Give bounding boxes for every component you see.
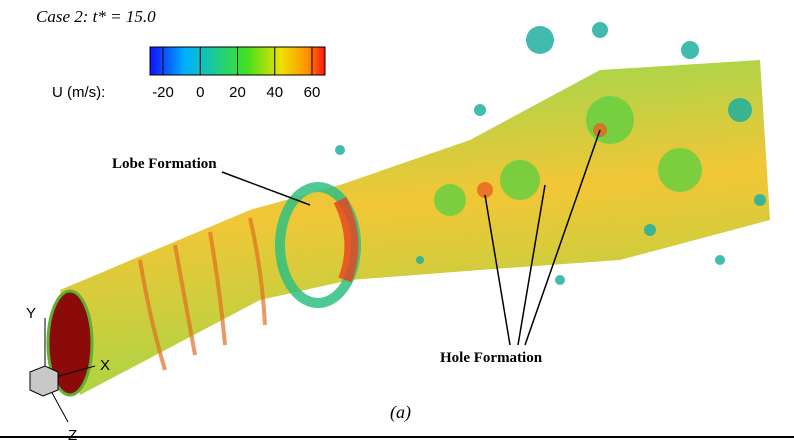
colorbar-tick-label: 40: [266, 84, 283, 101]
caption: Case 2: t* = 15.0: [36, 7, 156, 26]
annotation: Hole Formation: [440, 350, 543, 366]
jet-render: [48, 22, 770, 395]
colorbar-label: U (m/s):: [52, 84, 105, 101]
annotation: Lobe Formation: [112, 156, 217, 172]
axis-label: Y: [26, 305, 36, 322]
leader-line: [222, 172, 310, 205]
colorbar-tick-label: 60: [304, 84, 321, 101]
axis-label: Z: [68, 427, 77, 444]
axis-label: X: [100, 357, 110, 374]
panel-label: (a): [390, 402, 411, 423]
colorbar-tick-label: -20: [152, 84, 174, 101]
figure: Case 2: t* = 15.0 U (m/s): -20 0 20 40 60 Lo…: [0, 0, 794, 445]
colorbar-tick-label: 0: [196, 84, 204, 101]
colorbar-tick-label: 20: [229, 84, 246, 101]
